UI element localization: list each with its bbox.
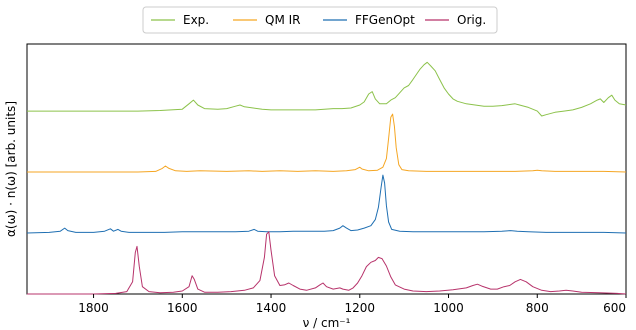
x-axis: 1800 1600 1400 1200 1000 800 600: [78, 294, 627, 315]
series-line-exp: [27, 61, 627, 117]
series-group: [26, 61, 627, 295]
x-axis-label: ν / cm⁻¹: [303, 316, 351, 330]
x-tick-label: 1000: [433, 301, 464, 315]
legend-label: FFGenOpt: [355, 13, 415, 27]
series-line-qm-ir: [27, 113, 627, 173]
x-tick-label: 1400: [256, 301, 287, 315]
x-tick-label: 1800: [78, 301, 109, 315]
series-line-ffgenopt: [26, 174, 627, 234]
y-axis-label: α(ω) · n(ω) [arb. units]: [4, 101, 18, 237]
plot-frame: [26, 43, 627, 295]
legend-frame: [142, 6, 498, 34]
legend-label: QM IR: [265, 13, 301, 27]
x-tick-label: 800: [526, 301, 549, 315]
x-tick-label: 1600: [167, 301, 198, 315]
legend: Exp. QM IR FFGenOpt Orig.: [142, 6, 498, 34]
legend-label: Orig.: [457, 13, 486, 27]
x-tick-label: 1200: [345, 301, 376, 315]
x-tick-label: 600: [603, 301, 626, 315]
series-line-orig: [27, 231, 627, 295]
legend-label: Exp.: [183, 13, 209, 27]
